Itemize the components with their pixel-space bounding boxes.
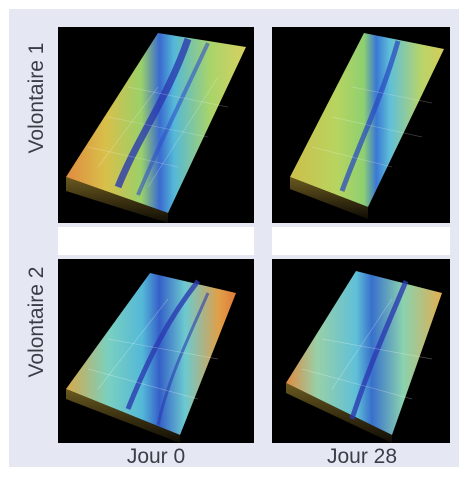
white-divider [58, 227, 254, 255]
panel-volontaire-1-jour-28 [272, 27, 450, 223]
panel-volontaire-2-jour-0 [58, 259, 254, 443]
column-label-jour-28: Jour 28 [326, 445, 398, 468]
skin-topography-image [290, 33, 444, 219]
skin-topography-image [66, 33, 246, 223]
row-label-volontaire-1: Volontaire 1 [25, 42, 48, 154]
row-label-volontaire-2: Volontaire 2 [25, 266, 48, 378]
column-label-jour-0: Jour 0 [126, 445, 186, 468]
panel-volontaire-2-jour-28 [272, 259, 450, 443]
panel-volontaire-1-jour-0 [58, 27, 254, 223]
skin-topography-image [286, 271, 442, 443]
white-divider [272, 227, 450, 255]
skin-topography-image [66, 273, 236, 443]
